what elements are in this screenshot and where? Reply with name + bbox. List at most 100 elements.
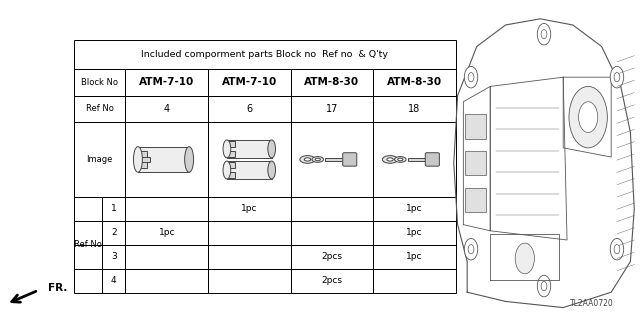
Bar: [291, 221, 373, 245]
Circle shape: [538, 275, 550, 297]
Bar: [373, 245, 456, 269]
Text: 2: 2: [111, 228, 116, 237]
Text: Image: Image: [86, 155, 113, 164]
Circle shape: [611, 67, 624, 88]
Bar: [125, 122, 208, 197]
Text: 1pc: 1pc: [406, 204, 422, 213]
Bar: [325, 157, 344, 161]
Bar: [208, 269, 291, 293]
Text: 1pc: 1pc: [406, 228, 422, 237]
Text: ATM-7-10: ATM-7-10: [139, 77, 195, 87]
Bar: [465, 188, 486, 212]
Bar: [208, 197, 291, 221]
Ellipse shape: [223, 140, 231, 158]
Circle shape: [614, 73, 620, 82]
Ellipse shape: [268, 161, 275, 179]
Circle shape: [541, 282, 547, 291]
Bar: [208, 96, 291, 122]
Circle shape: [515, 243, 534, 274]
Bar: [227, 161, 272, 179]
Bar: [74, 96, 125, 122]
Bar: [373, 221, 456, 245]
Bar: [227, 140, 272, 158]
Text: 1pc: 1pc: [159, 228, 175, 237]
Bar: [373, 197, 456, 221]
Circle shape: [538, 23, 550, 45]
Bar: [225, 172, 236, 178]
Bar: [136, 161, 147, 168]
Bar: [208, 122, 291, 197]
Bar: [291, 122, 373, 197]
Bar: [465, 151, 486, 175]
Text: TL2AA0720: TL2AA0720: [570, 299, 614, 308]
Text: ATM-8-30: ATM-8-30: [387, 77, 442, 87]
Circle shape: [300, 156, 316, 163]
Text: ATM-7-10: ATM-7-10: [221, 77, 277, 87]
Bar: [74, 122, 125, 197]
Circle shape: [569, 86, 607, 148]
Text: ATM-8-30: ATM-8-30: [304, 77, 360, 87]
Bar: [291, 197, 373, 221]
Circle shape: [468, 73, 474, 82]
Bar: [225, 162, 236, 168]
Bar: [125, 197, 208, 221]
Text: 4: 4: [111, 276, 116, 285]
Bar: [74, 40, 456, 69]
Text: Ref No: Ref No: [86, 104, 113, 113]
Bar: [373, 122, 456, 197]
Circle shape: [394, 156, 406, 162]
Bar: [125, 69, 208, 96]
Circle shape: [468, 244, 474, 254]
Circle shape: [464, 67, 478, 88]
Ellipse shape: [223, 161, 231, 179]
Text: 6: 6: [246, 104, 252, 114]
Circle shape: [614, 244, 620, 254]
Ellipse shape: [268, 140, 275, 158]
Text: FR.: FR.: [48, 283, 67, 293]
Ellipse shape: [185, 147, 194, 172]
Bar: [125, 96, 208, 122]
Circle shape: [315, 158, 321, 161]
Circle shape: [382, 156, 398, 163]
Bar: [373, 69, 456, 96]
Circle shape: [387, 158, 393, 161]
Bar: [125, 245, 208, 269]
Text: 2pcs: 2pcs: [321, 276, 342, 285]
Bar: [208, 245, 291, 269]
Bar: [225, 141, 236, 147]
Circle shape: [611, 238, 624, 260]
Circle shape: [464, 238, 478, 260]
Text: Block No: Block No: [81, 78, 118, 87]
Bar: [208, 221, 291, 245]
Bar: [136, 151, 147, 158]
FancyBboxPatch shape: [425, 153, 440, 166]
Bar: [373, 96, 456, 122]
Bar: [465, 114, 486, 139]
Bar: [125, 269, 208, 293]
Text: 18: 18: [408, 104, 420, 114]
Bar: [125, 221, 208, 245]
Text: Included comporment parts Block no  Ref no  & Q'ty: Included comporment parts Block no Ref n…: [141, 50, 388, 59]
Circle shape: [579, 102, 598, 132]
Bar: [408, 157, 428, 161]
Text: 4: 4: [164, 104, 170, 114]
Bar: [291, 245, 373, 269]
Circle shape: [397, 158, 403, 161]
Circle shape: [305, 158, 311, 161]
Bar: [225, 151, 236, 157]
Text: 2pcs: 2pcs: [321, 252, 342, 261]
Bar: [291, 69, 373, 96]
Bar: [291, 269, 373, 293]
Bar: [138, 147, 189, 172]
Text: 1pc: 1pc: [241, 204, 257, 213]
Text: 17: 17: [326, 104, 338, 114]
Bar: [141, 157, 150, 162]
Text: 3: 3: [111, 252, 116, 261]
Text: Ref No: Ref No: [74, 240, 102, 249]
Bar: [74, 69, 125, 96]
Bar: [208, 69, 291, 96]
Circle shape: [312, 156, 323, 162]
FancyBboxPatch shape: [343, 153, 357, 166]
Bar: [74, 197, 125, 293]
Bar: [291, 96, 373, 122]
